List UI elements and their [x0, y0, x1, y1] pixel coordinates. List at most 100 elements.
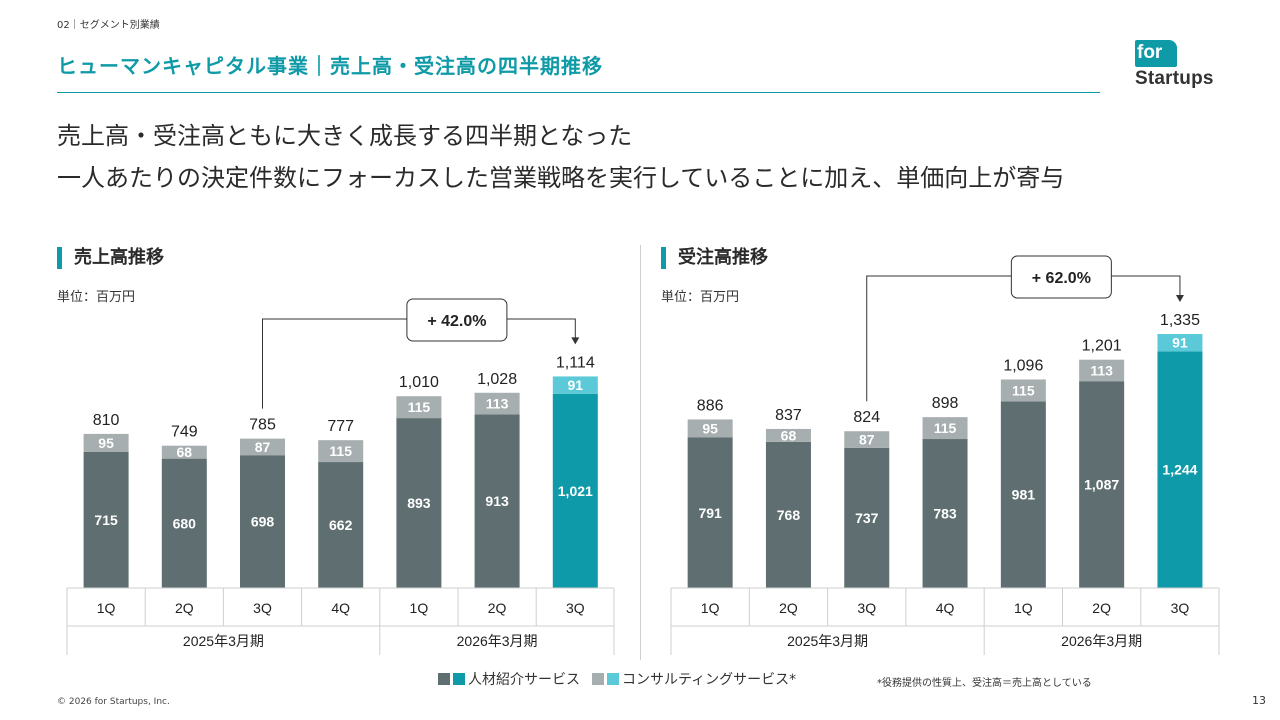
sales-bar-talent-4 [396, 418, 442, 588]
orders-total-0: 886 [697, 397, 724, 414]
sales-tick-2: 3Q [253, 600, 272, 616]
orders-tick-4: 1Q [1014, 600, 1033, 616]
sales-bar-consulting-6 [552, 376, 598, 394]
breadcrumb: 02｜セグメント別業績 [57, 20, 160, 31]
sales-total-4: 1,010 [399, 374, 439, 391]
sales-total-0: 810 [93, 412, 120, 429]
orders-tick-6: 3Q [1171, 600, 1190, 616]
sales-tick-1: 2Q [175, 600, 194, 616]
sales-label-talent-2: 698 [251, 514, 275, 530]
sales-bar-consulting-5 [474, 392, 520, 415]
sales-label-consulting-5: 113 [486, 396, 509, 412]
sales-bar-talent-6 [552, 393, 598, 588]
sales-bar-talent-2 [240, 455, 285, 588]
orders-growth-label: + 62.0% [1032, 270, 1091, 287]
orders-bar-consulting-5 [1079, 359, 1125, 382]
sales-label-talent-5: 913 [485, 493, 509, 509]
orders-tick-0: 1Q [701, 600, 720, 616]
orders-bar-consulting-6 [1157, 334, 1203, 352]
sales-label-consulting-4: 115 [408, 399, 431, 415]
sales-growth-arrowhead [571, 337, 580, 345]
orders-label-talent-6: 1,244 [1162, 462, 1197, 478]
sales-bar-consulting-4 [396, 396, 442, 419]
copyright: © 2026 for Startups, Inc. [57, 697, 170, 707]
sales-tick-6: 3Q [566, 600, 585, 616]
logo-for-mark: for [1135, 40, 1177, 67]
orders-label-consulting-2: 87 [859, 432, 875, 448]
sales-label-consulting-3: 115 [329, 443, 352, 459]
orders-tick-2: 3Q [857, 600, 876, 616]
orders-label-consulting-5: 113 [1090, 362, 1113, 378]
orders-unit-label: 単位：百万円 [661, 290, 740, 305]
orders-tick-5: 2Q [1092, 600, 1111, 616]
orders-total-2: 824 [853, 409, 880, 426]
orders-growth-box [1010, 255, 1112, 299]
sales-label-talent-4: 893 [407, 495, 431, 511]
logo-wordmark: Startups [1135, 68, 1214, 89]
orders-bar-consulting-1 [765, 428, 811, 442]
orders-bar-talent-2 [844, 447, 890, 588]
sales-label-consulting-2: 87 [255, 439, 271, 455]
sales-label-consulting-0: 95 [98, 435, 114, 451]
sales-total-5: 1,028 [477, 371, 517, 388]
sales-label-talent-1: 680 [173, 515, 197, 531]
legend-swatch-consulting-past [592, 673, 604, 685]
page-number: 13 [1252, 694, 1266, 707]
sales-label-talent-6: 1,021 [558, 483, 593, 499]
footnote: *役務提供の性質上、受注高＝売上高としている [877, 678, 1092, 689]
sales-chart: 715 95 810 680 68 749 698 87 785 662 115 777 893 115 1… [66, 298, 615, 655]
orders-label-talent-3: 783 [933, 506, 957, 522]
sales-label-talent-0: 715 [94, 512, 118, 528]
orders-bar-consulting-0 [687, 419, 733, 438]
orders-label-consulting-4: 115 [1012, 382, 1035, 398]
sales-tick-3: 4Q [331, 600, 350, 616]
sales-tick-5: 2Q [488, 600, 507, 616]
sales-group-label-0: 2025年3月期 [183, 633, 264, 649]
sales-total-1: 749 [171, 424, 198, 441]
title-divider [57, 92, 1100, 93]
legend: 人材紹介サービス コンサルティングサービス* [438, 669, 808, 689]
orders-label-talent-4: 981 [1012, 487, 1036, 503]
orders-label-talent-1: 768 [777, 507, 801, 523]
sales-label-talent-3: 662 [329, 517, 353, 533]
sales-tick-0: 1Q [97, 600, 116, 616]
orders-total-3: 898 [932, 395, 959, 412]
headline-line-2: 一人あたりの決定件数にフォーカスした営業戦略を実行していることに加え、単価向上が… [57, 164, 1065, 192]
orders-total-6: 1,335 [1160, 312, 1200, 329]
legend-swatch-consulting-latest [607, 673, 619, 685]
sales-total-3: 777 [327, 418, 354, 435]
orders-total-5: 1,201 [1082, 338, 1122, 355]
orders-total-1: 837 [775, 407, 802, 424]
orders-bar-consulting-2 [844, 431, 890, 448]
orders-label-talent-0: 791 [698, 505, 722, 521]
sales-unit-label: 単位：百万円 [57, 290, 136, 305]
legend-label-talent: 人材紹介サービス [468, 672, 580, 688]
orders-bar-talent-1 [765, 441, 811, 588]
sales-chart-title: 売上高推移 [57, 247, 164, 269]
sales-bar-talent-1 [161, 458, 207, 588]
orders-group-label-1: 2026年3月期 [1061, 633, 1142, 649]
orders-label-talent-5: 1,087 [1084, 477, 1119, 493]
sales-total-2: 785 [249, 417, 276, 434]
sales-label-consulting-6: 91 [568, 377, 584, 393]
orders-label-consulting-1: 68 [781, 427, 797, 443]
sales-total-6: 1,114 [556, 354, 595, 371]
page-title: ヒューマンキャピタル事業｜売上高・受注高の四半期推移 [57, 54, 603, 78]
orders-bar-consulting-3 [922, 417, 968, 440]
orders-label-consulting-3: 115 [934, 420, 957, 436]
legend-swatch-talent-latest [453, 673, 465, 685]
sales-bar-talent-3 [318, 462, 364, 588]
orders-tick-3: 4Q [936, 600, 955, 616]
orders-growth-arrowhead [1175, 295, 1184, 302]
orders-bar-talent-5 [1079, 381, 1125, 588]
orders-group-label-0: 2025年3月期 [787, 633, 868, 649]
sales-bar-consulting-3 [318, 440, 364, 463]
orders-label-talent-2: 737 [855, 510, 879, 526]
sales-group-label-1: 2026年3月期 [457, 633, 538, 649]
legend-swatch-talent-past [438, 673, 450, 685]
chart-divider [640, 245, 641, 660]
sales-growth-label: + 42.0% [427, 313, 486, 330]
sales-bar-talent-5 [474, 414, 520, 588]
sales-growth-box [406, 298, 508, 342]
